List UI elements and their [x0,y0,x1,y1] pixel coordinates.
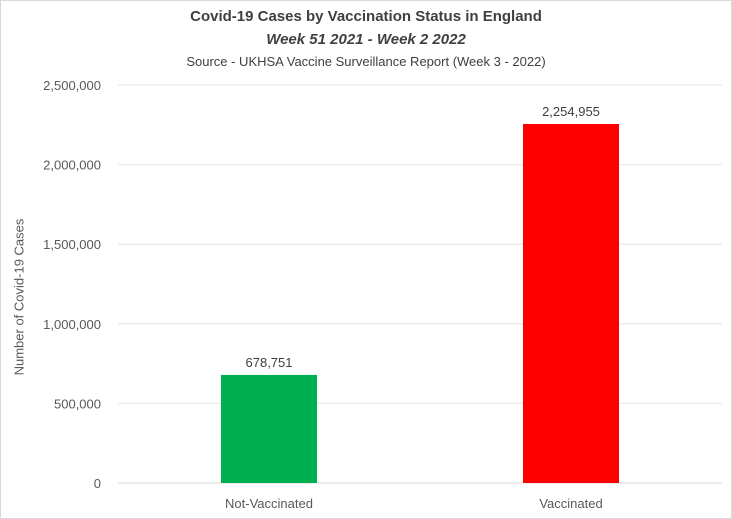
y-tick-label: 2,500,000 [43,78,101,93]
chart-source: Source - UKHSA Vaccine Surveillance Repo… [186,54,546,69]
data-label: 678,751 [246,355,293,370]
data-label: 2,254,955 [542,104,600,119]
x-tick-label: Not-Vaccinated [225,496,313,511]
y-tick-label: 0 [94,476,101,491]
y-tick-label: 500,000 [54,396,101,411]
y-tick-label: 2,000,000 [43,158,101,173]
x-tick-label: Vaccinated [539,496,602,511]
chart-title: Covid-19 Cases by Vaccination Status in … [190,8,542,25]
chart-subtitle: Week 51 2021 - Week 2 2022 [266,31,466,48]
bar [523,124,619,483]
bar [221,374,317,483]
y-tick-label: 1,500,000 [43,237,101,252]
y-tick-label: 1,000,000 [43,317,101,332]
